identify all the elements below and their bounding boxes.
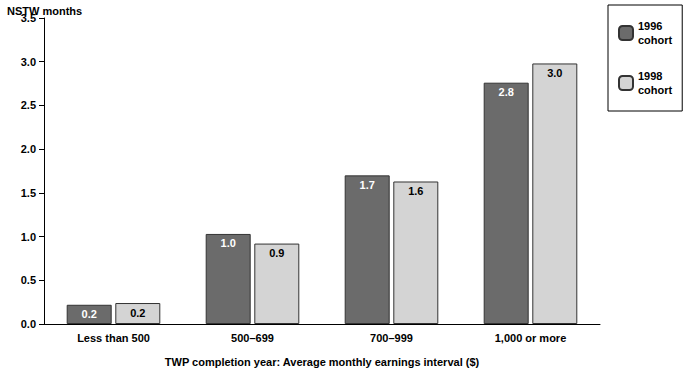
svg-text:0.2: 0.2 — [130, 307, 145, 319]
svg-text:1.6: 1.6 — [408, 185, 423, 197]
svg-text:1996: 1996 — [638, 20, 662, 32]
svg-text:1.7: 1.7 — [360, 179, 375, 191]
svg-text:cohort: cohort — [638, 84, 673, 96]
svg-text:TWP completion year: Average m: TWP completion year: Average monthly ear… — [165, 356, 480, 368]
svg-text:2.5: 2.5 — [21, 99, 36, 111]
svg-text:0.5: 0.5 — [21, 274, 36, 286]
svg-text:1.5: 1.5 — [21, 187, 36, 199]
svg-text:3.0: 3.0 — [21, 56, 36, 68]
svg-text:1.0: 1.0 — [221, 237, 236, 249]
svg-text:0.0: 0.0 — [21, 318, 36, 330]
svg-text:cohort: cohort — [638, 34, 673, 46]
svg-text:1998: 1998 — [638, 70, 662, 82]
svg-text:500–699: 500–699 — [231, 332, 274, 344]
svg-text:3.0: 3.0 — [547, 67, 562, 79]
svg-text:3.5: 3.5 — [20, 12, 36, 24]
svg-text:0.9: 0.9 — [269, 247, 284, 259]
svg-text:700–999: 700–999 — [370, 332, 413, 344]
svg-text:2.0: 2.0 — [21, 143, 36, 155]
svg-text:1,000 or more: 1,000 or more — [495, 332, 567, 344]
svg-text:NSTW months: NSTW months — [7, 5, 82, 17]
svg-text:2.8: 2.8 — [499, 86, 514, 98]
svg-text:1.0: 1.0 — [21, 231, 36, 243]
svg-text:Less than 500: Less than 500 — [77, 332, 150, 344]
svg-text:0.2: 0.2 — [82, 308, 97, 320]
